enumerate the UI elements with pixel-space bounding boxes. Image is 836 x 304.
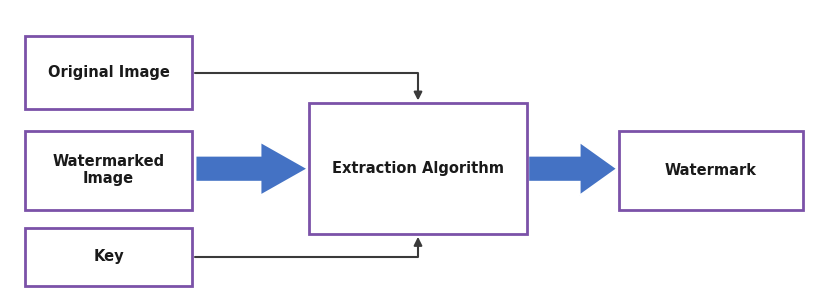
Text: Watermark: Watermark	[665, 163, 757, 178]
Text: Key: Key	[94, 249, 124, 264]
FancyBboxPatch shape	[619, 131, 803, 210]
FancyBboxPatch shape	[25, 131, 192, 210]
Text: Original Image: Original Image	[48, 65, 170, 81]
Text: Extraction Algorithm: Extraction Algorithm	[332, 161, 504, 176]
FancyBboxPatch shape	[309, 103, 527, 234]
FancyBboxPatch shape	[25, 36, 192, 109]
Text: Watermarked
Image: Watermarked Image	[53, 154, 165, 186]
FancyBboxPatch shape	[25, 228, 192, 286]
Polygon shape	[196, 142, 308, 195]
Polygon shape	[528, 142, 617, 195]
